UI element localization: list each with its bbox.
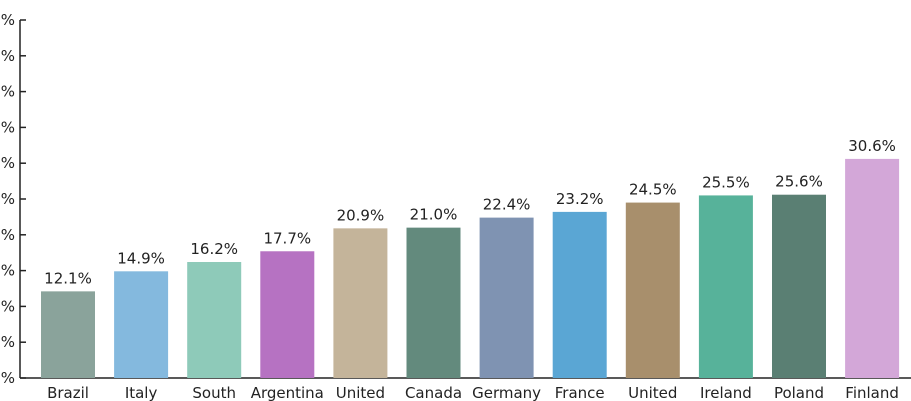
bar-poland xyxy=(772,194,826,378)
bar-canada xyxy=(406,227,461,378)
x-tick-label: France xyxy=(555,384,605,401)
y-tick-label: 35% xyxy=(0,118,15,136)
bar-finland xyxy=(845,158,900,378)
data-label: 25.6% xyxy=(775,173,823,191)
x-tick-label: United xyxy=(336,384,385,401)
y-tick-label: 45% xyxy=(0,47,15,65)
data-label: 14.9% xyxy=(117,249,165,267)
y-tick-label: 5% xyxy=(0,333,15,351)
y-tick-label: 20% xyxy=(0,226,15,244)
x-tick-label: Germany xyxy=(472,384,541,401)
data-label: 20.9% xyxy=(337,206,385,224)
y-tick-label: 50% xyxy=(0,11,15,29)
x-tick-label: Canada xyxy=(405,384,462,401)
y-axis: 0% 5% 10% 15% 20% 25% 30% 35% 40% 45% 50% xyxy=(0,11,26,387)
data-label: 21.0% xyxy=(410,206,458,224)
y-tick-label: 30% xyxy=(0,154,15,172)
x-tick-label: Italy xyxy=(125,384,158,401)
data-label: 30.6% xyxy=(848,137,896,155)
data-label: 16.2% xyxy=(190,240,238,258)
bar-ireland xyxy=(698,195,753,378)
bar-italy xyxy=(114,271,169,378)
data-label: 24.5% xyxy=(629,181,677,199)
y-tick-label: 10% xyxy=(0,297,15,315)
bar-argentina xyxy=(260,251,315,378)
y-tick-label: 25% xyxy=(0,190,15,208)
y-tick-label: 15% xyxy=(0,262,15,280)
data-label: 17.7% xyxy=(263,229,311,247)
x-tick-label: Argentina xyxy=(251,384,324,401)
data-label: 12.1% xyxy=(44,269,92,287)
x-tick-label: Finland xyxy=(845,384,899,401)
bar-united xyxy=(625,202,680,378)
bar-south xyxy=(187,262,242,378)
x-tick-label: Brazil xyxy=(47,384,89,401)
bar-france xyxy=(552,211,607,378)
x-tick-label: Poland xyxy=(774,384,824,401)
x-tick-label: South xyxy=(192,384,236,401)
x-axis: Brazil Italy South Argentina United Canada Ger… xyxy=(20,372,911,401)
bar-germany xyxy=(479,217,534,378)
data-labels: 12.1% 14.9% 16.2% 17.7% 20.9% 21.0% 22.4% 23.2%… xyxy=(44,137,896,287)
x-tick-label: Ireland xyxy=(700,384,752,401)
data-label: 25.5% xyxy=(702,173,750,191)
y-tick-label: 40% xyxy=(0,83,15,101)
bars xyxy=(41,158,900,378)
data-label: 22.4% xyxy=(483,196,531,214)
data-label: 23.2% xyxy=(556,190,604,208)
bar-brazil xyxy=(41,291,95,378)
y-tick-label: 0% xyxy=(0,369,15,387)
bar-united xyxy=(333,228,388,378)
x-tick-label: United xyxy=(628,384,677,401)
